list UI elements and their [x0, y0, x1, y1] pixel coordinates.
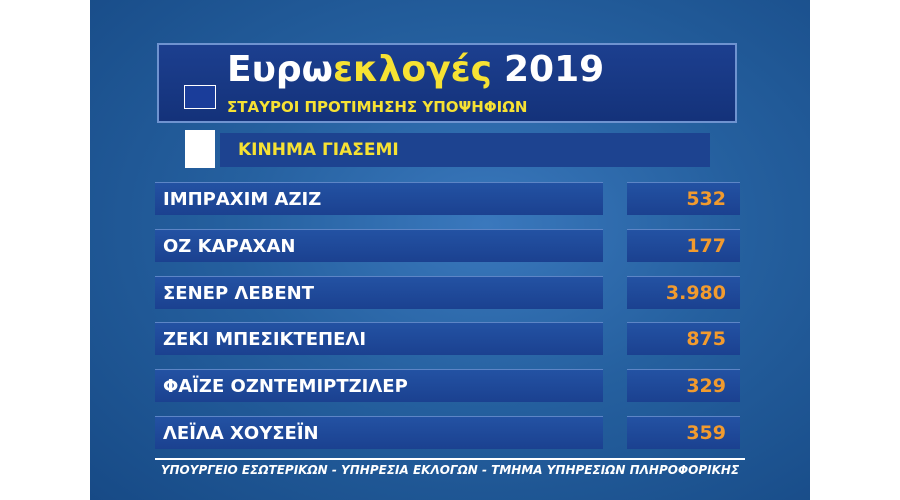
- votes-bar: 875: [627, 322, 740, 356]
- name-bar: ΟΖ ΚΑΡΑΧΑΝ: [155, 228, 603, 262]
- name-bar: ΦΑΪΖΕ ΟΖΝΤΕΜΙΡΤΖΙΛΕΡ: [155, 369, 603, 403]
- name-bar: ΣΕΝΕΡ ΛΕΒΕΝΤ: [155, 275, 603, 309]
- subtitle: ΣΤΑΥΡΟΙ ΠΡΟΤΙΜΗΣΗΣ ΥΠΟΨΗΦΙΩΝ: [227, 98, 528, 116]
- candidate-name: ΙΜΠΡΑΧΙΜ ΑΖΙΖ: [163, 189, 322, 210]
- name-bar: ΙΜΠΡΑΧΙΜ ΑΖΙΖ: [155, 182, 603, 215]
- title-part: Ευρω: [227, 49, 333, 90]
- candidate-name: ΛΕΪΛΑ ΧΟΥΣΕΪΝ: [163, 423, 319, 444]
- candidate-votes: 359: [686, 422, 726, 444]
- votes-bar: 532: [627, 182, 740, 215]
- candidate-votes: 3.980: [665, 281, 726, 304]
- name-bar: ΛΕΪΛΑ ΧΟΥΣΕΪΝ: [155, 416, 603, 449]
- candidate-votes: 875: [686, 328, 726, 351]
- party-logo: [185, 130, 215, 168]
- header-box: Ευρωεκλογές 2019 ΣΤΑΥΡΟΙ ΠΡΟΤΙΜΗΣΗΣ ΥΠΟΨΗ…: [157, 43, 737, 123]
- votes-bar: 329: [627, 369, 740, 403]
- party-bar: ΚΙΝΗΜΑ ΓΙΑΣΕΜΙ: [220, 133, 710, 167]
- candidate-name: ΖΕΚΙ ΜΠΕΣΙΚΤΕΠΕΛΙ: [163, 329, 367, 351]
- name-bar: ΖΕΚΙ ΜΠΕΣΙΚΤΕΠΕΛΙ: [155, 322, 603, 356]
- candidate-votes: 532: [686, 188, 726, 210]
- candidate-votes: 329: [686, 375, 726, 398]
- candidate-name: ΟΖ ΚΑΡΑΧΑΝ: [163, 235, 296, 257]
- candidate-name: ΣΕΝΕΡ ΛΕΒΕΝΤ: [163, 282, 314, 304]
- title-part: 2019: [504, 49, 605, 90]
- title-part: εκλογές: [332, 49, 492, 90]
- votes-bar: 3.980: [627, 275, 740, 309]
- footer: ΥΠΟΥΡΓΕΙΟ ΕΣΩΤΕΡΙΚΩΝ - ΥΠΗΡΕΣΙΑ ΕΚΛΟΓΩΝ …: [160, 463, 740, 477]
- votes-bar: 177: [627, 228, 740, 262]
- footer-rule: [155, 458, 745, 460]
- broadcast-screen: Ευρωεκλογές 2019 ΣΤΑΥΡΟΙ ΠΡΟΤΙΜΗΣΗΣ ΥΠΟΨΗ…: [90, 0, 810, 500]
- eu-flag: [184, 85, 216, 109]
- title: Ευρωεκλογές 2019: [227, 49, 604, 90]
- party-name: ΚΙΝΗΜΑ ΓΙΑΣΕΜΙ: [238, 140, 399, 160]
- candidate-votes: 177: [686, 234, 726, 257]
- votes-bar: 359: [627, 416, 740, 449]
- candidate-name: ΦΑΪΖΕ ΟΖΝΤΕΜΙΡΤΖΙΛΕΡ: [163, 376, 408, 398]
